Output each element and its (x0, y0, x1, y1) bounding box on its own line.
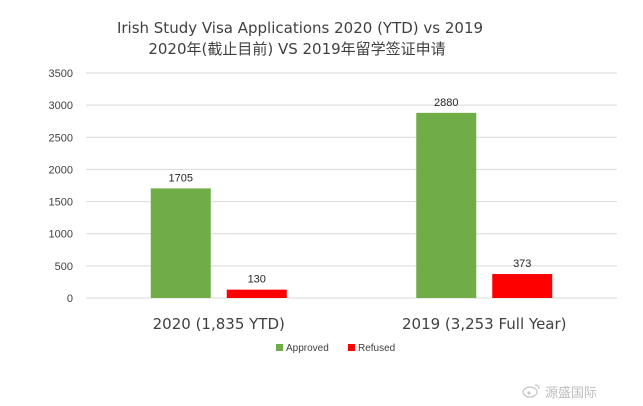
legend-swatch-refused (348, 344, 355, 351)
chart-title: Irish Study Visa Applications 2020 (YTD)… (117, 19, 483, 37)
y-tick-label: 1000 (49, 229, 73, 241)
y-tick-label: 3000 (49, 100, 73, 112)
y-tick-label: 2000 (49, 164, 73, 176)
bar-approved-0 (150, 188, 211, 298)
x-axis-categories: 2020 (1,835 YTD) 2019 (3,253 Full Year) (153, 315, 567, 333)
y-tick-label: 1500 (49, 197, 73, 209)
data-label-approved-1: 2880 (434, 97, 458, 109)
legend-label-refused: Refused (358, 343, 395, 354)
legend: Approved Refused (276, 343, 395, 354)
y-tick-label: 500 (55, 261, 73, 273)
y-tick-label: 2500 (49, 132, 73, 144)
data-labels: 1705 130 2880 373 (169, 97, 532, 286)
y-tick-label: 3500 (49, 68, 73, 80)
legend-swatch-approved (276, 344, 283, 351)
data-label-refused-0: 130 (248, 274, 266, 286)
weibo-icon (522, 384, 540, 398)
bars (150, 112, 553, 298)
chart-subtitle: 2020年(截止目前) VS 2019年留学签证申请 (148, 40, 445, 58)
bar-refused-0 (226, 289, 287, 298)
legend-label-approved: Approved (286, 343, 329, 354)
y-axis-ticks: 0 500 1000 1500 2000 2500 3000 3500 (49, 68, 73, 305)
x-category-label: 2020 (1,835 YTD) (153, 315, 285, 333)
watermark-text: 源盛国际 (545, 386, 597, 401)
data-label-refused-1: 373 (513, 258, 531, 270)
bar-refused-1 (492, 274, 553, 298)
y-tick-label: 0 (67, 293, 73, 305)
bar-approved-1 (416, 112, 477, 298)
x-category-label: 2019 (3,253 Full Year) (402, 315, 567, 333)
data-label-approved-0: 1705 (169, 172, 193, 184)
watermark: 源盛国际 (522, 384, 597, 401)
